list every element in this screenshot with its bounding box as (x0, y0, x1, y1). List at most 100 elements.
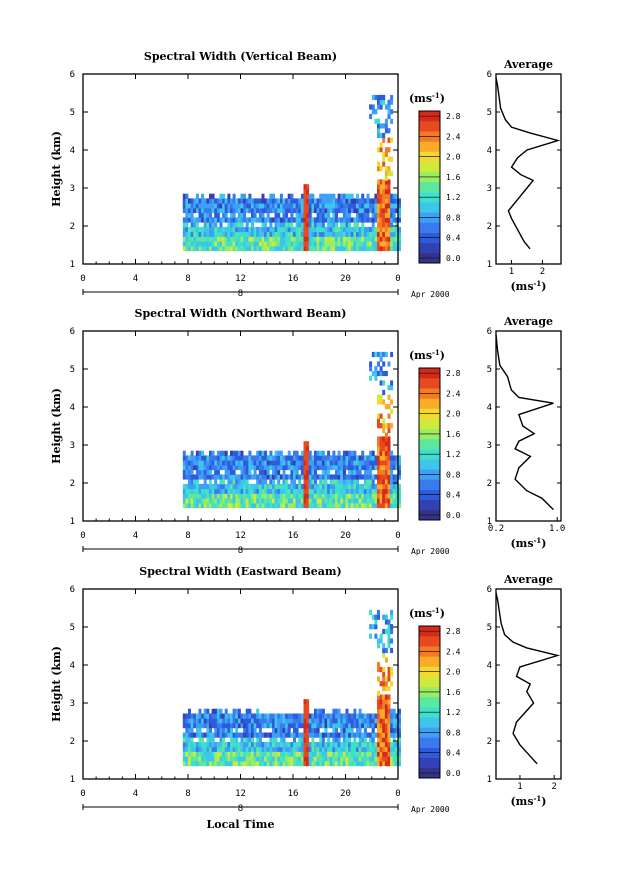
heatmap-cell (377, 445, 380, 452)
heatmap-cell (369, 245, 373, 252)
heatmap-cell (279, 460, 283, 466)
heatmap-cell (327, 502, 331, 509)
heatmap-cell (211, 498, 215, 504)
heatmap-cell (311, 732, 315, 738)
heatmap-cell (308, 751, 312, 757)
heatmap-cell (390, 193, 394, 199)
heatmap-cell (350, 193, 354, 199)
heatmap-cell (348, 464, 352, 471)
heatmap-cell (295, 231, 299, 237)
heatmap-cell (374, 751, 378, 757)
heatmap-cell (224, 723, 228, 729)
heatmap-cell (356, 222, 359, 228)
heatmap-cell (337, 203, 341, 209)
heatmap-cell (358, 756, 362, 762)
heatmap-cell (363, 737, 367, 743)
x-tick-label: 8 (185, 274, 190, 284)
heatmap-cell (369, 718, 373, 724)
heatmap-cell (379, 727, 383, 733)
heatmap-cell (222, 718, 226, 724)
heatmap-cell (308, 727, 312, 733)
heatmap-cell (363, 498, 367, 504)
heatmap-cell (274, 751, 278, 757)
heatmap-cell (353, 737, 357, 743)
heatmap-cell (211, 756, 215, 762)
heatmap-cell (382, 704, 386, 710)
heatmap-cell (293, 732, 296, 738)
heatmap-cell (295, 718, 299, 724)
heatmap-cell (201, 756, 205, 762)
heatmap-cell (258, 737, 262, 743)
heatmap-cell (311, 198, 315, 204)
heatmap-cell (327, 732, 331, 738)
heatmap-cell (248, 241, 252, 247)
profile-frame (495, 330, 562, 522)
heatmap-cell (366, 236, 370, 242)
heatmap-cell (324, 460, 328, 466)
heatmap-cell (363, 231, 367, 237)
heatmap-cell (319, 756, 323, 762)
heatmap-cell (222, 723, 226, 729)
heatmap-cell (371, 460, 375, 466)
colorbar-segment (419, 202, 440, 213)
heatmap-cell (195, 493, 199, 499)
heatmap-cell (287, 245, 291, 252)
colorbar-segment (419, 636, 440, 647)
heatmap-cell (332, 718, 336, 724)
heatmap-cell (230, 469, 233, 475)
heatmap-cell (256, 450, 260, 456)
heatmap-cell (282, 203, 286, 209)
heatmap-cell (366, 464, 370, 471)
heatmap-cell (348, 718, 352, 724)
heatmap-cell (277, 469, 281, 475)
heatmap-cell (193, 746, 197, 752)
heatmap-cell (390, 614, 394, 620)
heatmap-cell (211, 474, 215, 480)
heatmap-cell (248, 231, 252, 237)
heatmap-cell (356, 479, 359, 485)
heatmap-cell (290, 502, 294, 509)
heatmap-cell (300, 203, 304, 209)
heatmap-cell (324, 479, 328, 485)
heatmap-cell (361, 498, 365, 504)
heatmap-cell (274, 723, 278, 729)
heatmap-cell (298, 241, 302, 247)
heatmap-cell (232, 732, 236, 738)
heatmap-cell (377, 418, 380, 424)
heatmap-cell (232, 236, 236, 242)
heatmap-cell (261, 493, 265, 499)
heatmap-cell (377, 723, 380, 729)
heatmap-cell (358, 498, 362, 504)
heatmap-cell (390, 385, 394, 391)
heatmap-cell (324, 193, 328, 199)
heatmap-cell (390, 727, 394, 733)
heatmap-cell (266, 236, 270, 242)
heatmap-cell (384, 423, 388, 429)
heatmap-cell (337, 207, 341, 214)
heatmap-cell (253, 723, 257, 729)
heatmap-cell (209, 455, 212, 461)
heatmap-cell (203, 488, 207, 494)
heatmap-cell (188, 502, 191, 509)
heatmap-cell (245, 469, 249, 475)
heatmap-cell (264, 761, 268, 767)
heatmap-cell (314, 460, 317, 466)
heatmap-cell (248, 474, 252, 480)
heatmap-cell (398, 727, 401, 733)
heatmap-cell (316, 245, 320, 252)
heatmap-cell (335, 479, 338, 485)
heatmap-cell (340, 226, 344, 233)
heatmap-cell (193, 203, 197, 209)
heatmap-cell (295, 713, 299, 719)
heatmap-cell (243, 460, 247, 466)
heatmap-cell (392, 212, 396, 218)
heatmap-cell (295, 502, 299, 509)
heatmap-cell (279, 231, 283, 237)
heatmap-cell (358, 464, 362, 471)
heatmap-cell (332, 479, 336, 485)
heatmap-cell (390, 203, 394, 209)
heatmap-cell (345, 732, 349, 738)
heatmap-cell (319, 751, 323, 757)
heatmap-cell (251, 464, 254, 471)
